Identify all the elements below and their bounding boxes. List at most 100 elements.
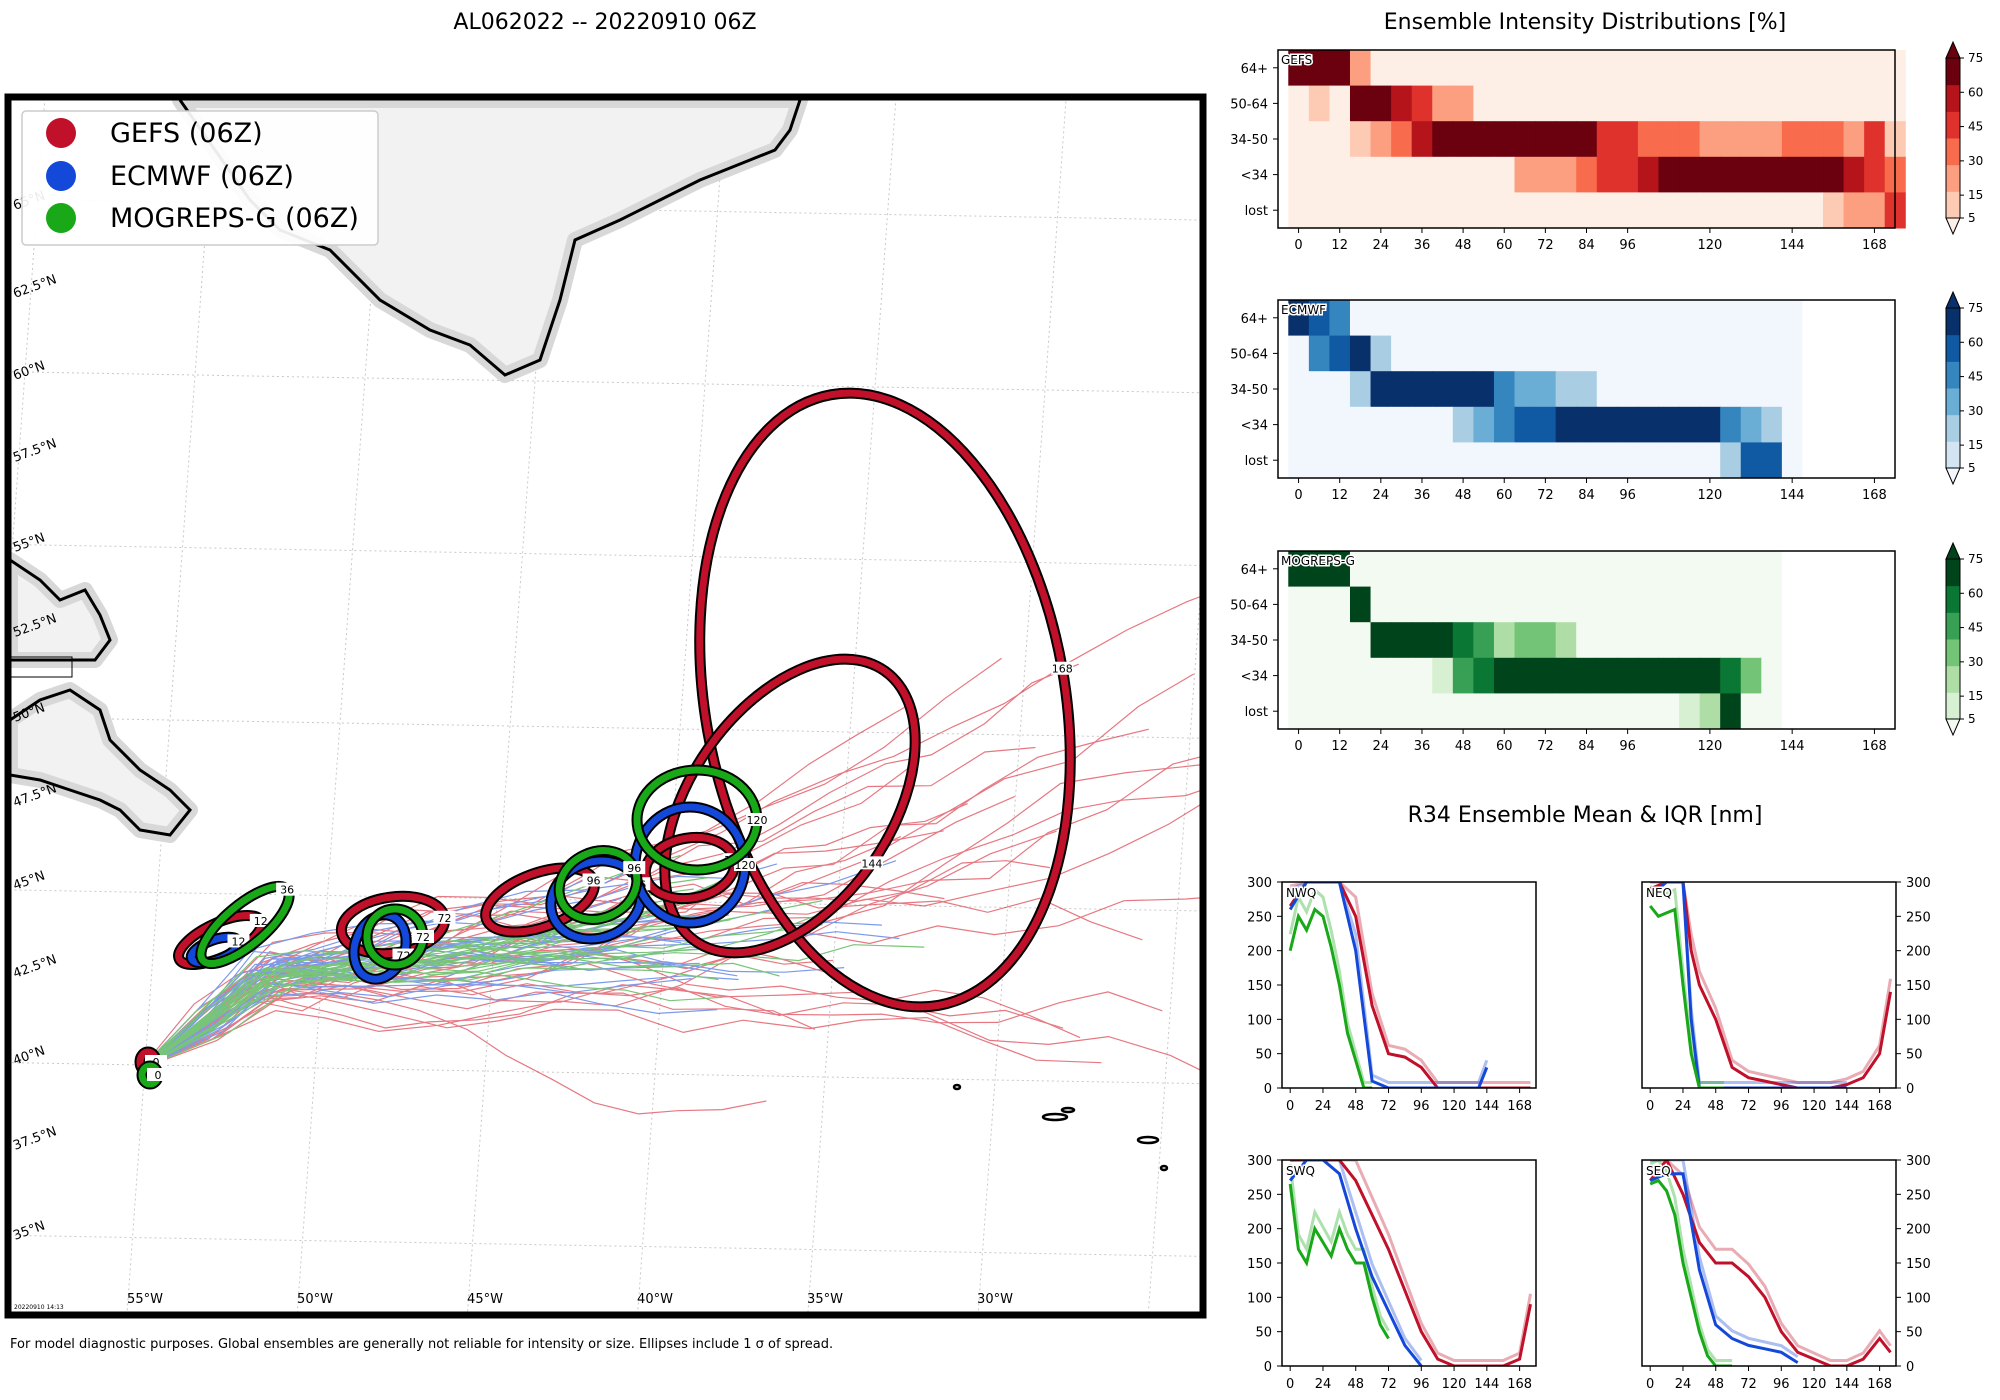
heat-cell xyxy=(1349,442,1372,479)
parallel-line xyxy=(10,1062,1200,1085)
ensemble-track xyxy=(140,957,780,1069)
heat-cell xyxy=(1617,156,1639,193)
heat-xtick-label: 96 xyxy=(1619,238,1636,253)
heat-cell xyxy=(1349,693,1372,730)
r34-iqr-gefs xyxy=(1650,1160,1892,1362)
heat-cell xyxy=(1329,551,1351,588)
heat-cell xyxy=(1535,156,1557,193)
heat-row-label: 64+ xyxy=(1241,563,1268,578)
heat-cell xyxy=(1761,192,1783,229)
heat-cell xyxy=(1535,121,1557,158)
heat-cell xyxy=(1493,586,1516,623)
heat-cell xyxy=(1493,121,1516,158)
heat-cell xyxy=(1493,551,1516,588)
colorbar-tick-label: 75 xyxy=(1968,301,1983,315)
colorbar-tick-label: 5 xyxy=(1968,461,1976,475)
r34-ytick-label: 150 xyxy=(1247,979,1272,994)
heat-cell xyxy=(1555,335,1577,372)
meridian-line xyxy=(296,100,386,1312)
heat-cell xyxy=(1679,50,1701,87)
heat-cell xyxy=(1391,371,1413,408)
heat-cell xyxy=(1596,192,1618,229)
heat-cell xyxy=(1308,156,1330,193)
heat-row-label: 64+ xyxy=(1241,312,1268,327)
svg-text:50°W: 50°W xyxy=(297,1292,333,1307)
heat-cell xyxy=(1473,406,1495,443)
heat-cell xyxy=(1679,335,1701,372)
r34-lines xyxy=(1648,882,1892,1088)
ellipse-label-mogreps-72: 72 xyxy=(416,931,430,944)
heat-cell xyxy=(1370,300,1392,337)
heat-cell xyxy=(1596,85,1618,122)
r34-lines xyxy=(1288,882,1531,1088)
ellipse-label-mogreps-96: 96 xyxy=(627,862,641,875)
heat-cell xyxy=(1391,693,1413,730)
heat-cell xyxy=(1720,622,1742,659)
colorbar-segment xyxy=(1946,111,1960,139)
heat-cell xyxy=(1452,300,1474,337)
r34-ytick-label: 300 xyxy=(1906,1154,1931,1169)
r34-xtick-label: 0 xyxy=(1646,1099,1654,1114)
legend-ecmwf-marker xyxy=(46,161,76,191)
heat-cell xyxy=(1493,693,1516,730)
colorbar-frame xyxy=(1945,57,1961,219)
heat-cell xyxy=(1555,693,1577,730)
colorbar-tick-label: 60 xyxy=(1968,335,1983,349)
r34-xtick-label: 168 xyxy=(1507,1099,1532,1114)
ellipse-label-mogreps-36: 36 xyxy=(280,884,294,897)
heat-cell xyxy=(1740,657,1762,694)
r34-panel-neq: 0 50 100 150 200 250 300 0 24 48 72 96 120 144 168 NEQ xyxy=(1641,876,1931,1114)
heat-cell xyxy=(1843,121,1865,158)
r34-ytick-label: 200 xyxy=(1247,945,1272,960)
heat-cell xyxy=(1617,551,1639,588)
heat-cell xyxy=(1473,551,1495,588)
heat-cell xyxy=(1288,657,1310,694)
heat-cell xyxy=(1596,50,1618,87)
heat-cell xyxy=(1843,85,1865,122)
heat-cell xyxy=(1535,693,1557,730)
heat-cell xyxy=(1864,121,1886,158)
heat-cell xyxy=(1329,85,1351,122)
heat-xtick-label: 120 xyxy=(1697,739,1722,754)
r34-ytick-label: 100 xyxy=(1247,1013,1272,1028)
heat-cell xyxy=(1473,586,1495,623)
heat-cell xyxy=(1370,442,1392,479)
heat-row-label: lost xyxy=(1245,204,1268,219)
heat-xtick-label: 144 xyxy=(1780,238,1805,253)
heat-cell xyxy=(1864,50,1886,87)
heat-cell xyxy=(1679,371,1701,408)
r34-xtick-label: 120 xyxy=(1442,1099,1467,1114)
r34-mean-ecmwf xyxy=(1649,1172,1799,1364)
heat-xtick-label: 72 xyxy=(1537,488,1554,503)
r34-xtick-label: 24 xyxy=(1315,1377,1332,1392)
heat-cell xyxy=(1576,406,1598,443)
heat-cell xyxy=(1781,300,1803,337)
r34-ytick-label: 50 xyxy=(1255,1326,1272,1341)
heat-cell xyxy=(1452,693,1474,730)
heat-cell xyxy=(1596,121,1618,158)
r34-xtick-label: 48 xyxy=(1707,1099,1724,1114)
heat-cell xyxy=(1452,156,1474,193)
heat-xtick-label: 0 xyxy=(1294,488,1302,503)
colorbar-segment xyxy=(1946,414,1960,442)
heat-xtick-label: 120 xyxy=(1697,488,1722,503)
heat-cell xyxy=(1432,551,1454,588)
meridian-line xyxy=(467,100,556,1312)
heat-cell xyxy=(1555,551,1577,588)
heat-cell xyxy=(1411,192,1433,229)
heat-cell xyxy=(1452,192,1474,229)
r34-ytick-label: 150 xyxy=(1906,979,1931,994)
heat-cell xyxy=(1699,406,1721,443)
heat-cell xyxy=(1679,156,1701,193)
ellipse-label-bg xyxy=(249,913,272,927)
heat-cell xyxy=(1288,192,1310,229)
heat-cell xyxy=(1596,335,1618,372)
r34-mean-mogreps-g xyxy=(1288,1183,1390,1340)
heat-cell xyxy=(1391,586,1413,623)
heat-cell xyxy=(1699,622,1721,659)
r34-xtick-label: 24 xyxy=(1675,1377,1692,1392)
heat-cell xyxy=(1308,192,1330,229)
heat-cell xyxy=(1514,192,1536,229)
svg-text:40°W: 40°W xyxy=(637,1292,673,1307)
heat-cell xyxy=(1740,192,1762,229)
